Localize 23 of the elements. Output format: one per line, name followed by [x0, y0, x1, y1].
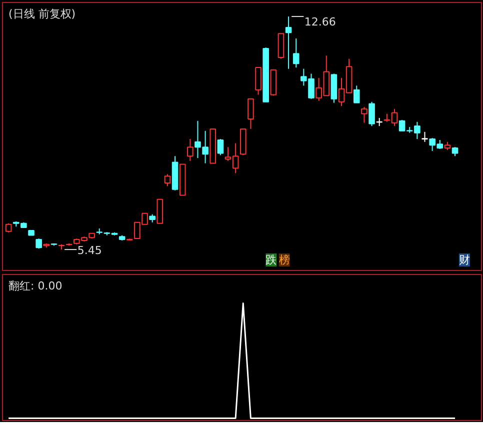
candlestick — [187, 138, 194, 162]
candlestick — [285, 16, 292, 70]
candlestick — [452, 146, 458, 157]
candlestick — [248, 98, 254, 130]
candlestick — [368, 101, 375, 127]
candlestick — [278, 33, 284, 60]
chart-title: 翻红: 0.00 — [8, 280, 62, 292]
candlestick — [164, 174, 171, 187]
candlestick — [5, 222, 12, 233]
candlestick — [422, 131, 428, 142]
candlestick — [217, 138, 224, 156]
annotation: 12.66 — [304, 15, 336, 28]
candlestick — [255, 67, 262, 96]
text: 跌 — [266, 254, 277, 266]
candlestick — [353, 85, 360, 104]
text: 榜 — [278, 254, 290, 266]
annotation: 5.45 — [77, 244, 102, 258]
candlestick — [361, 106, 368, 124]
candlestick — [156, 198, 164, 224]
candlestick — [36, 238, 42, 250]
candlestick — [292, 38, 300, 68]
chart-title: (日线 前复权) — [8, 8, 76, 20]
text: 财 — [458, 254, 470, 266]
